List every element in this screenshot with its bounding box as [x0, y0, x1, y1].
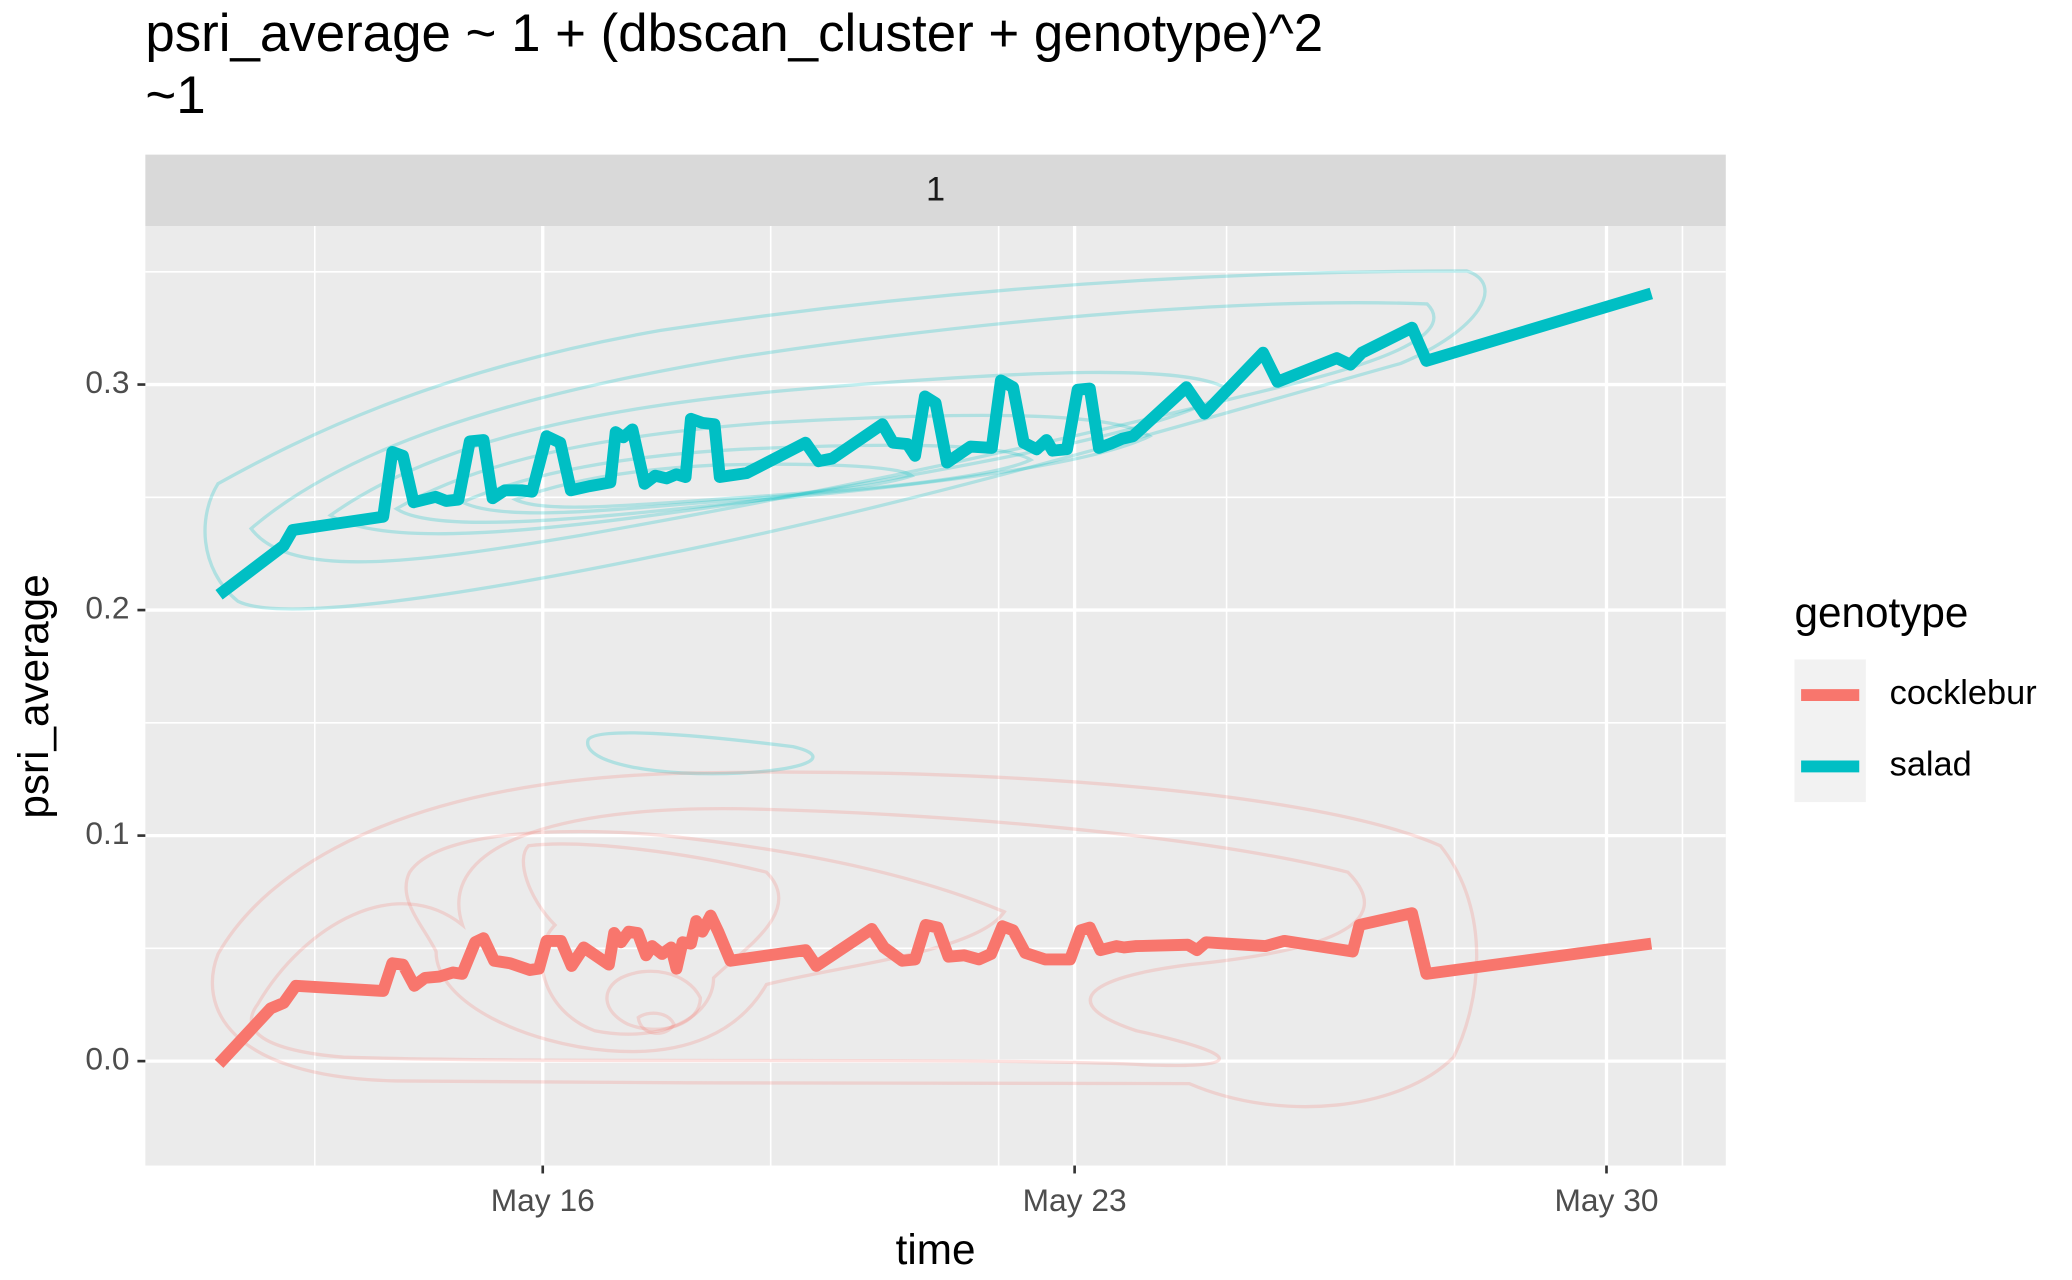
x-tick-label: May 16	[491, 1182, 595, 1218]
y-axis-title: psri_average	[10, 574, 57, 818]
x-axis-title: time	[896, 1226, 976, 1273]
chart-subtitle: ~1	[145, 66, 205, 125]
contour	[248, 301, 1436, 564]
contour	[404, 829, 1007, 1054]
contour	[210, 770, 1479, 1109]
legend-key-background	[1794, 659, 1866, 803]
contour	[586, 731, 815, 776]
legend-label: salad	[1890, 746, 1972, 784]
y-tick-label: 0.1	[85, 815, 129, 851]
series-line	[215, 287, 1654, 600]
chart-title: psri_average ~ 1 + (dbscan_cluster + gen…	[145, 4, 1323, 63]
facet-label: 1	[926, 171, 945, 209]
series-line	[214, 907, 1653, 1068]
axes: 0.0 0.1 0.2 0.3 May 16 May 23 May 30	[85, 364, 1658, 1218]
legend-label: cocklebur	[1890, 674, 2037, 712]
contour	[605, 969, 703, 1031]
facet-strip	[145, 154, 1726, 226]
x-tick-label: May 30	[1555, 1182, 1659, 1218]
cocklebur-contours	[210, 770, 1479, 1109]
plot-panel	[145, 225, 1726, 1166]
data-lines	[214, 287, 1654, 1068]
y-tick-label: 0.3	[85, 364, 129, 400]
x-tick-label: May 23	[1023, 1182, 1127, 1218]
y-tick-label: 0.2	[85, 589, 129, 625]
contour	[636, 1011, 676, 1035]
contour	[521, 842, 781, 1036]
legend: cocklebur salad	[1801, 674, 2037, 784]
contour	[249, 807, 1367, 1068]
legend-title: genotype	[1795, 589, 1969, 636]
y-tick-label: 0.0	[85, 1040, 129, 1076]
contour	[203, 269, 1487, 611]
